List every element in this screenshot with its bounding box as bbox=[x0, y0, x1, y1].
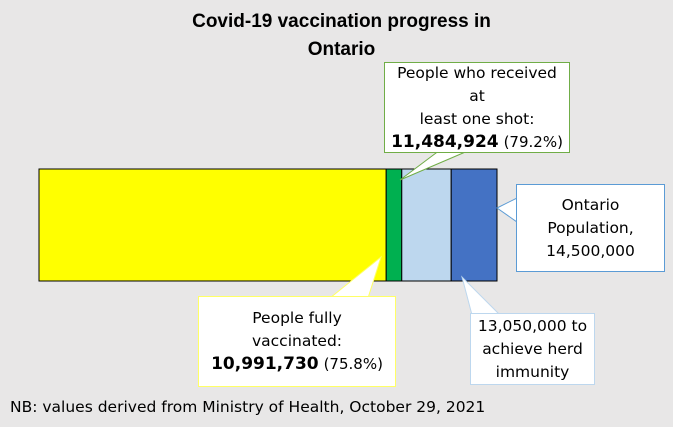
callout-pointer-herd bbox=[461, 275, 502, 316]
callout-fully-value: 10,991,730 bbox=[211, 354, 319, 374]
callout-one-shot-line2: least one shot: bbox=[419, 109, 535, 128]
callout-pointer-population bbox=[496, 197, 518, 223]
callout-fully: People fully vaccinated: 10,991,730 (75.… bbox=[198, 296, 396, 387]
bar-segment-3 bbox=[450, 168, 498, 282]
callout-population-line2: Population, bbox=[547, 218, 634, 237]
callout-fully-line1: People fully vaccinated: bbox=[251, 309, 343, 350]
callout-one-shot: People who received at least one shot: 1… bbox=[384, 62, 570, 153]
callout-population-line3: 14,500,000 bbox=[546, 241, 635, 260]
footnote: NB: values derived from Ministry of Heal… bbox=[10, 398, 486, 416]
chart-title-line1: Covid-19 vaccination progress in bbox=[192, 11, 491, 32]
chart-title: Covid-19 vaccination progress in Ontario bbox=[0, 8, 673, 64]
callout-fully-value-row: 10,991,730 (75.8%) bbox=[205, 353, 389, 376]
chart-title-line2: Ontario bbox=[307, 39, 376, 60]
callout-herd-line1: 13,050,000 to bbox=[477, 316, 588, 335]
bar-segment-2 bbox=[401, 168, 452, 282]
callout-population: Ontario Population, 14,500,000 bbox=[516, 184, 665, 272]
callout-herd: 13,050,000 to achieve herd immunity bbox=[470, 313, 595, 385]
callout-fully-pct: (75.8%) bbox=[323, 355, 383, 373]
callout-population-line1: Ontario bbox=[561, 195, 620, 214]
callout-one-shot-pct: (79.2%) bbox=[503, 132, 563, 151]
callout-herd-line3: immunity bbox=[495, 362, 570, 381]
callout-one-shot-value-row: 11,484,924 (79.2%) bbox=[391, 131, 563, 154]
callout-one-shot-line1: People who received at bbox=[397, 63, 557, 105]
bar-segment-0 bbox=[38, 168, 387, 282]
callout-one-shot-value: 11,484,924 bbox=[391, 131, 499, 152]
callout-herd-line2: achieve herd bbox=[482, 339, 583, 358]
bar-segment-1 bbox=[385, 168, 403, 282]
